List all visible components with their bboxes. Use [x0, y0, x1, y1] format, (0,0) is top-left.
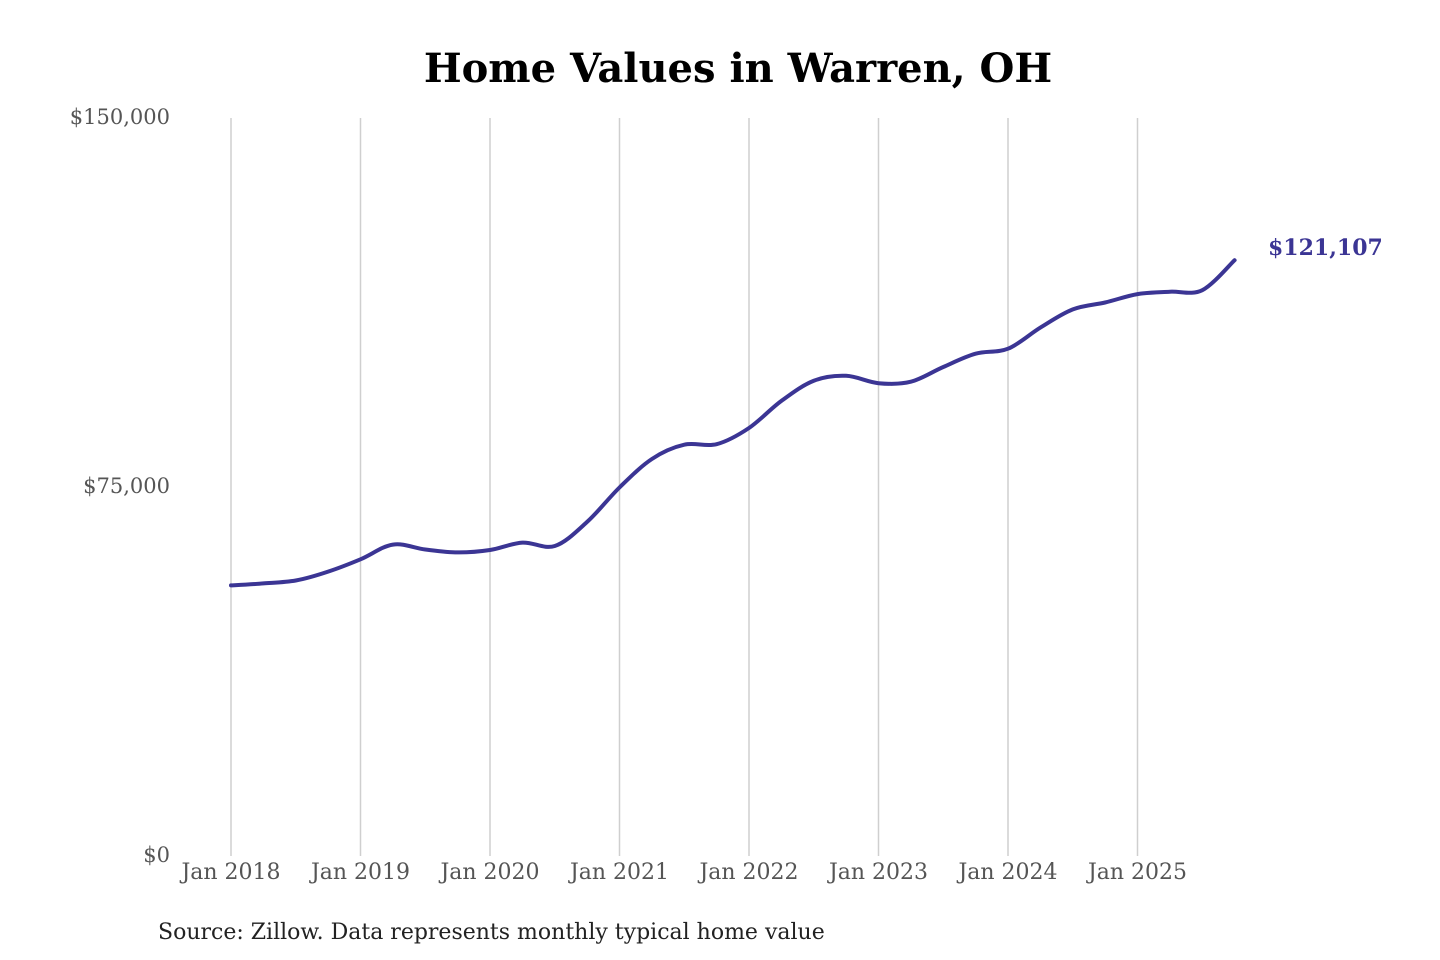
- x-tick-label: Jan 2023: [827, 860, 928, 885]
- x-tick-label: Jan 2025: [1086, 860, 1187, 885]
- x-tick-label: Jan 2022: [697, 860, 798, 885]
- latest-value-label: $121,107: [1268, 235, 1383, 261]
- x-tick-label: Jan 2019: [309, 860, 410, 885]
- x-tick-label: Jan 2024: [956, 860, 1057, 885]
- x-tick-label: Jan 2021: [568, 860, 669, 885]
- y-axis-tick-labels: $0 $75,000 $150,000: [70, 105, 170, 867]
- x-tick-label: Jan 2018: [179, 860, 280, 885]
- y-tick-label: $75,000: [83, 474, 170, 498]
- vertical-gridlines: [230, 118, 1139, 856]
- y-tick-label: $0: [143, 843, 170, 867]
- source-note: Source: Zillow. Data represents monthly …: [158, 920, 825, 945]
- chart-title: Home Values in Warren, OH: [424, 45, 1052, 92]
- y-tick-label: $150,000: [70, 105, 170, 129]
- x-tick-label: Jan 2020: [438, 860, 539, 885]
- x-axis-tick-labels: Jan 2018 Jan 2019 Jan 2020 Jan 2021 Jan 2022…: [179, 860, 1187, 885]
- home-value-line: [229, 258, 1237, 588]
